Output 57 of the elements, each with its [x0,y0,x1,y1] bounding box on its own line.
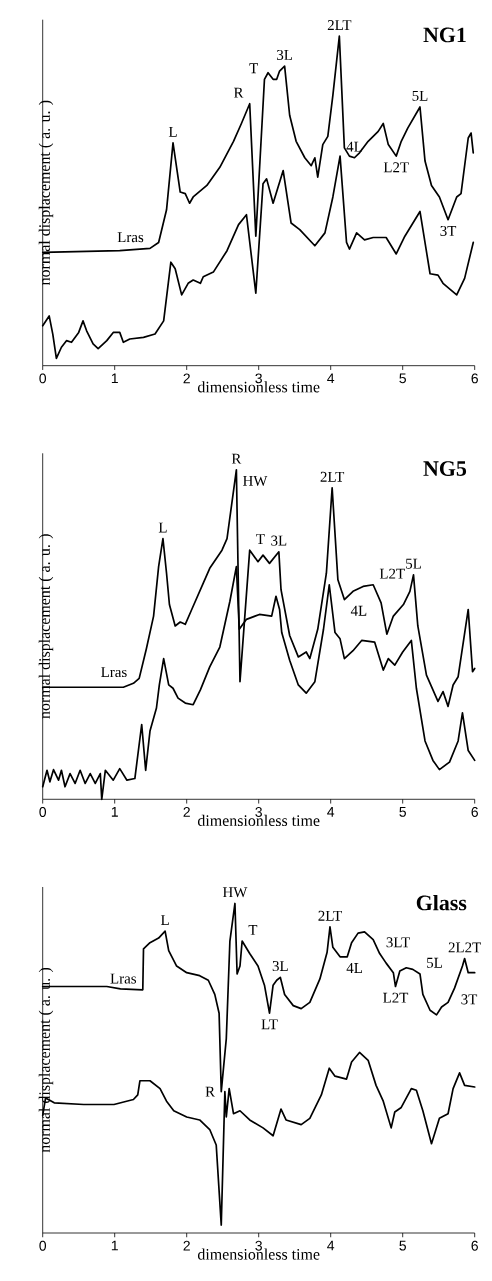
annotation: L2T [383,162,409,173]
annotation: LT [261,1019,278,1030]
x-tick-label: 4 [327,373,335,384]
chart-title: NG5 [423,461,467,476]
annotation: L2T [383,992,409,1003]
annotation: 5L [412,90,428,101]
annotation: 4L [346,141,362,152]
annotation: 3L [277,49,293,60]
x-tick-label: 0 [39,373,47,384]
x-tick-label: 0 [39,1240,47,1251]
annotation: HW [222,887,248,898]
x-tick-label: 4 [327,1240,335,1251]
x-tick-label: 2 [183,1240,190,1251]
annotation: Lras [117,232,144,243]
annotation: L [160,915,169,925]
x-tick-label: 5 [399,807,406,817]
annotation: 3LT [386,937,410,948]
x-tick-label: 6 [471,1240,478,1251]
x-tick-label: 1 [111,373,118,384]
annotation: 4L [346,963,362,973]
x-tick-label: 0 [39,807,47,817]
annotation: 4L [350,605,367,616]
x-tick-label: 1 [111,1240,118,1251]
annotation: Lras [110,973,137,984]
chart-title: NG1 [423,27,466,43]
annotation: 2L2T [448,942,481,953]
annotation: 3T [461,994,478,1005]
y-axis-title: normal displacement ( a. u. ) [38,967,54,1153]
annotation: T [248,925,258,935]
annotation: 3L [272,961,288,972]
annotation: R [205,1086,216,1097]
x-tick-label: 6 [471,807,478,817]
annotation: 2LT [327,20,352,30]
annotation: 3T [440,225,457,236]
annotation: T [249,63,259,74]
chart-title: Glass [416,894,467,911]
annotation: R [231,453,242,464]
annotation: T [256,534,265,544]
annotation: R [233,87,244,98]
y-axis-title: normal displacement ( a. u. ) [38,100,54,286]
annotation: 2LT [318,910,342,921]
annotation: 5L [427,957,442,968]
annotation: L [158,522,167,533]
x-tick-label: 5 [399,373,406,384]
annotation: 2LT [320,471,345,482]
annotation: 5L [406,558,421,569]
annotation: Lras [101,667,127,678]
annotation: 3L [271,535,287,546]
x-tick-label: 2 [183,373,190,384]
annotation: L2T [379,568,405,579]
annotation: HW [243,475,268,486]
x-tick-label: 1 [111,807,118,817]
x-tick-label: 6 [471,373,478,384]
x-tick-label: 2 [183,807,190,817]
x-tick-label: 5 [399,1240,406,1251]
x-tick-label: 4 [327,807,335,817]
annotation: L [168,126,177,137]
